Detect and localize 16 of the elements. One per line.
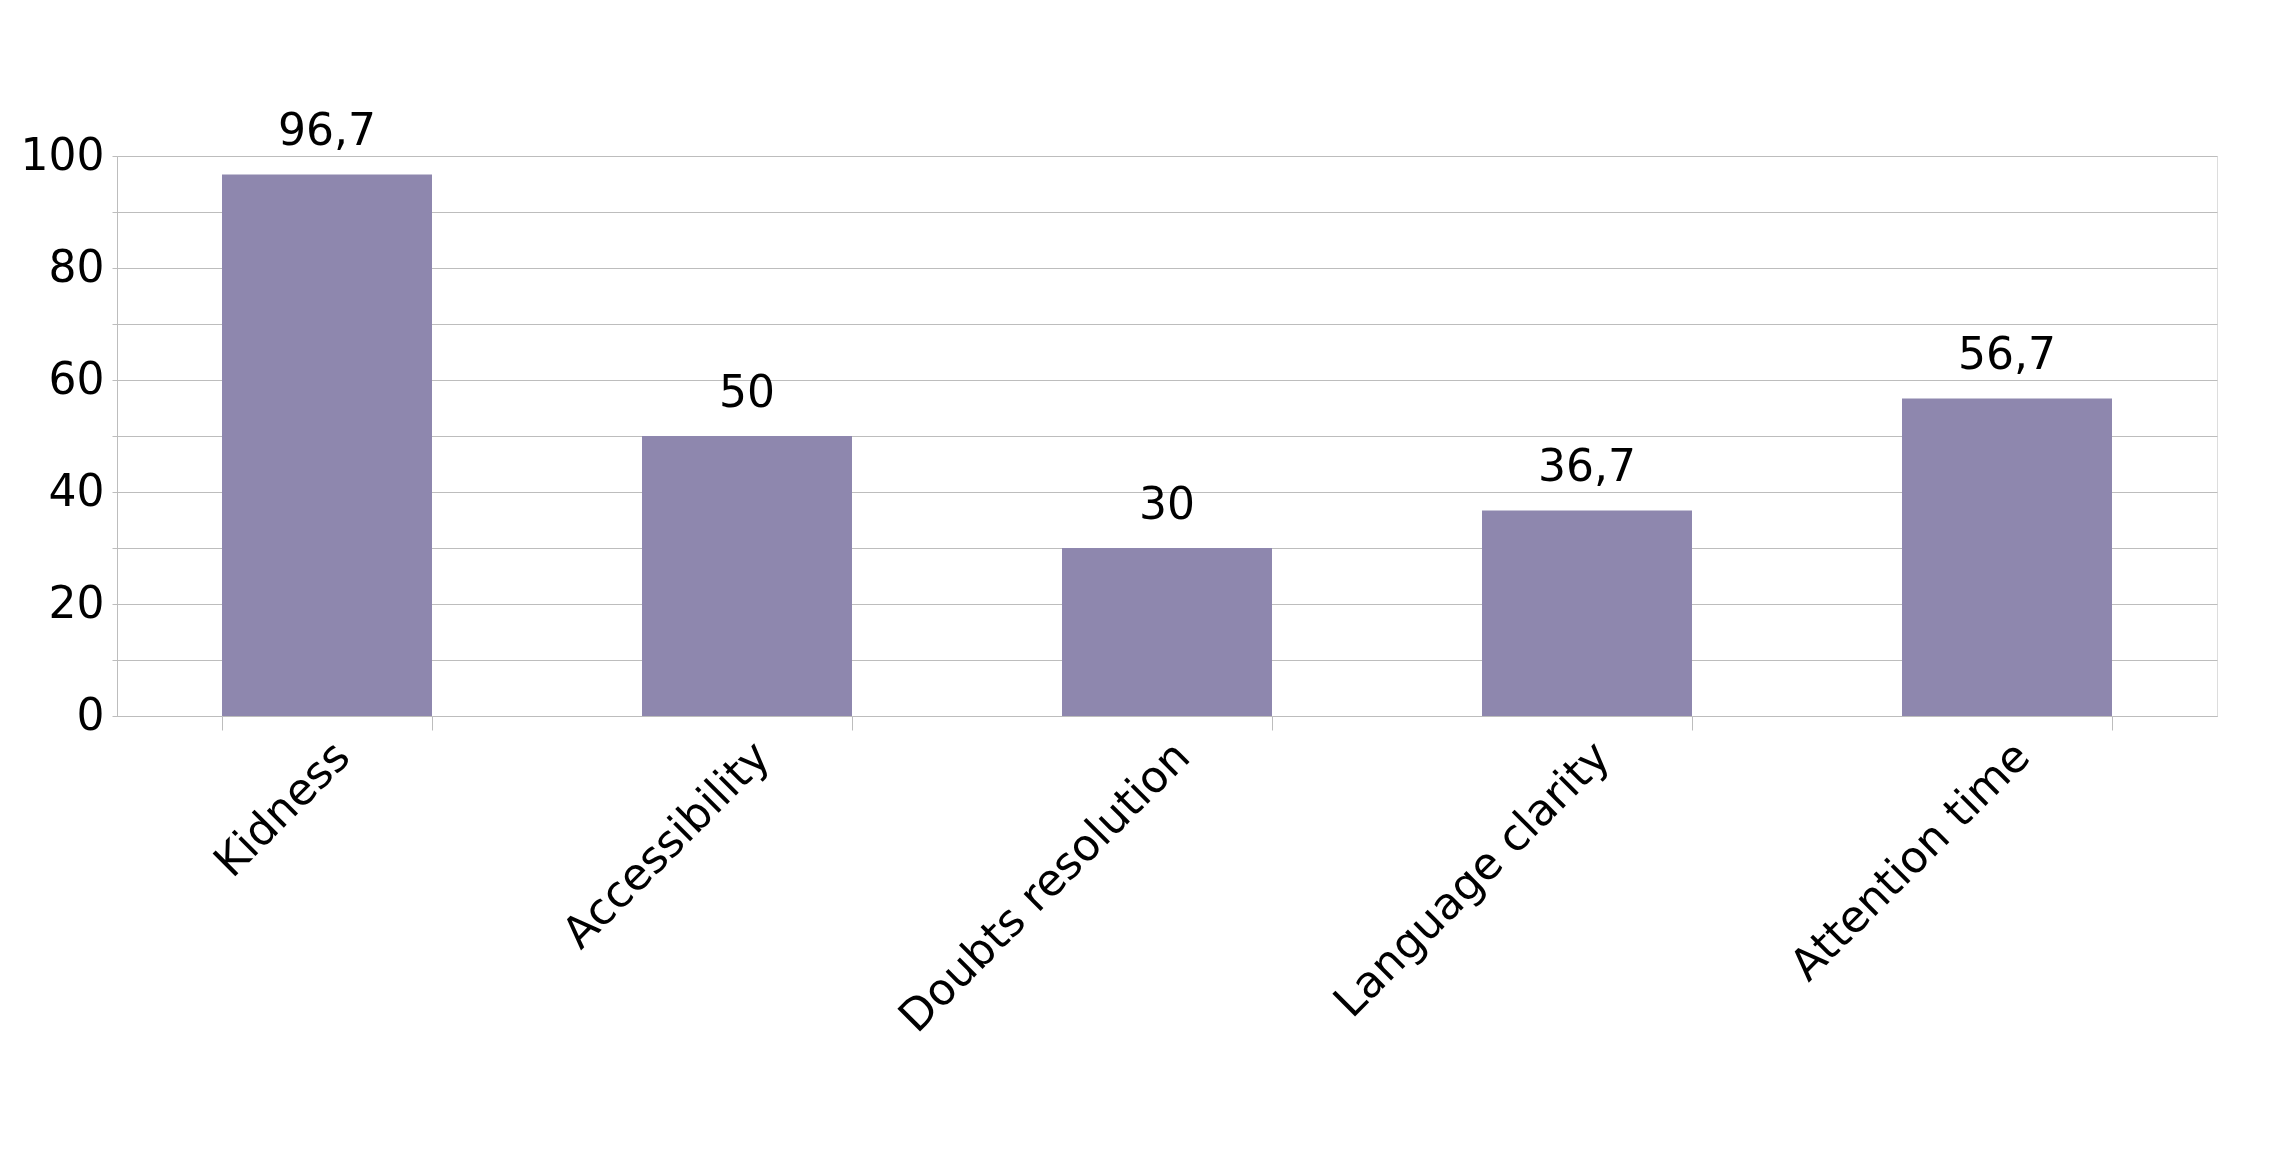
bar — [1902, 398, 2112, 716]
data-label: 36,7 — [1538, 440, 1636, 492]
y-tick-label: 60 — [48, 352, 105, 404]
bar — [642, 436, 852, 716]
y-tick-label: 100 — [20, 128, 105, 180]
data-label: 96,7 — [278, 104, 376, 156]
y-tick-label: 80 — [48, 240, 105, 292]
bar — [1062, 548, 1272, 716]
y-tick-label: 20 — [48, 576, 105, 628]
y-tick-label: 0 — [76, 688, 105, 740]
bar — [1482, 510, 1692, 716]
data-label: 56,7 — [1958, 328, 2056, 380]
y-tick-label: 40 — [48, 464, 105, 516]
bar — [222, 174, 432, 716]
data-label: 50 — [719, 366, 775, 417]
data-label: 30 — [1139, 478, 1195, 529]
